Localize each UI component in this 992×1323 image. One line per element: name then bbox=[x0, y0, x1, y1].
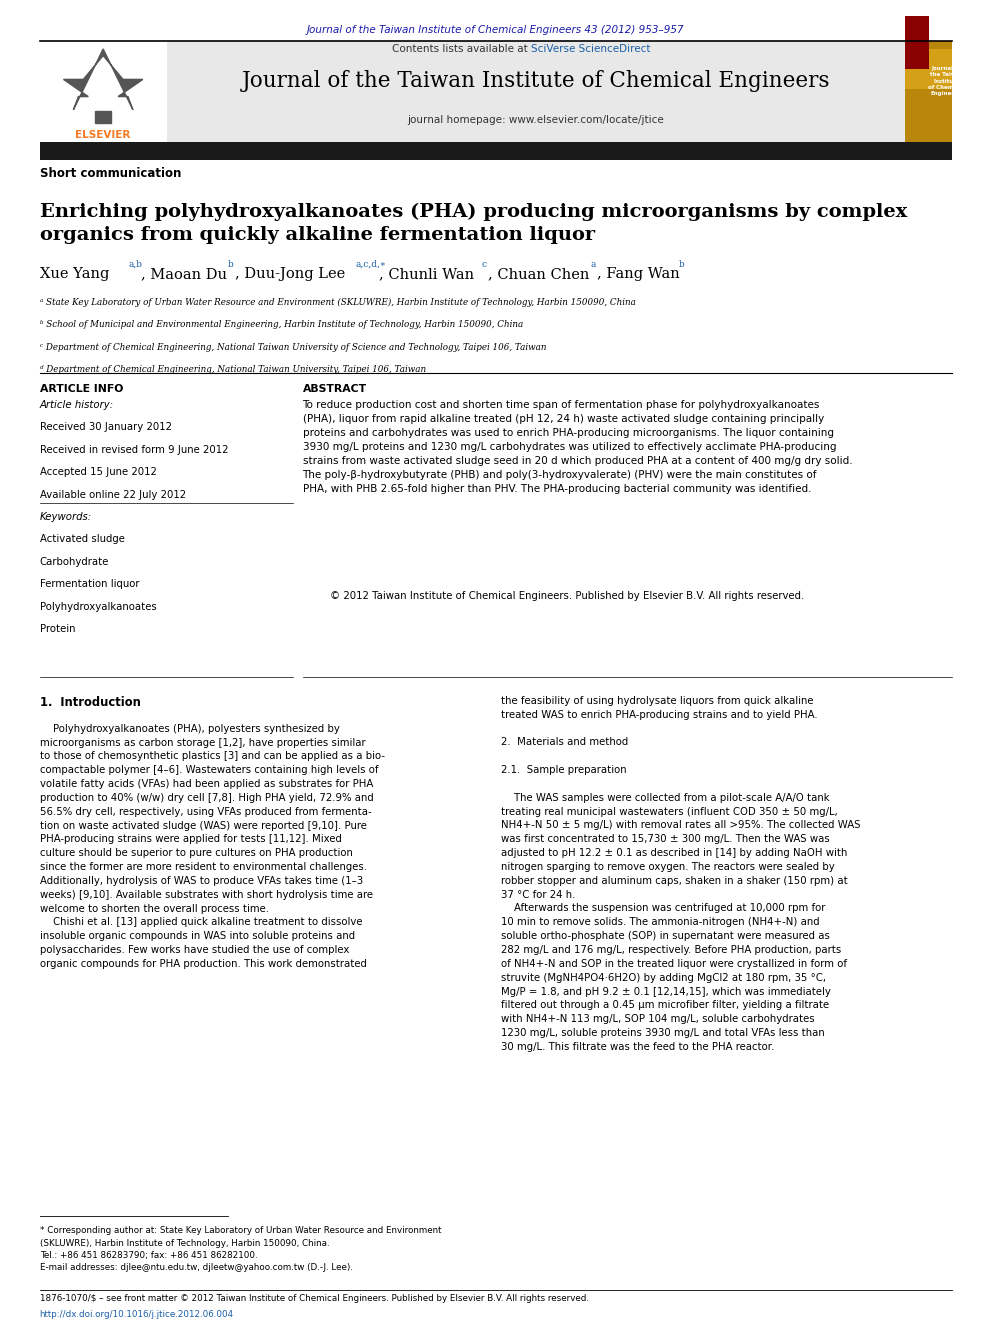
Text: Activated sludge: Activated sludge bbox=[40, 534, 125, 545]
Bar bbox=[905, 49, 952, 89]
Text: http://dx.doi.org/10.1016/j.jtice.2012.06.004: http://dx.doi.org/10.1016/j.jtice.2012.0… bbox=[40, 1310, 234, 1319]
Text: 1.  Introduction: 1. Introduction bbox=[40, 696, 141, 709]
Text: a: a bbox=[590, 261, 595, 269]
Text: , Maoan Du: , Maoan Du bbox=[141, 267, 227, 280]
Text: the feasibility of using hydrolysate liquors from quick alkaline
treated WAS to : the feasibility of using hydrolysate liq… bbox=[501, 696, 860, 1052]
Text: Short communication: Short communication bbox=[40, 167, 182, 180]
Text: b: b bbox=[228, 261, 234, 269]
Text: , Chuan Chen: , Chuan Chen bbox=[488, 267, 589, 280]
Text: To reduce production cost and shorten time span of fermentation phase for polyhy: To reduce production cost and shorten ti… bbox=[303, 400, 852, 493]
Text: ᵇ School of Municipal and Environmental Engineering, Harbin Institute of Technol: ᵇ School of Municipal and Environmental … bbox=[40, 320, 523, 329]
Text: , Fang Wan: , Fang Wan bbox=[597, 267, 680, 280]
Text: Polyhydroxyalkanoates (PHA), polyesters synthesized by
microorganisms as carbon : Polyhydroxyalkanoates (PHA), polyesters … bbox=[40, 724, 385, 968]
Text: Polyhydroxyalkanoates: Polyhydroxyalkanoates bbox=[40, 602, 157, 613]
Text: Received in revised form 9 June 2012: Received in revised form 9 June 2012 bbox=[40, 445, 228, 455]
Text: Journal of
the Taiwan
Institute
of Chemical
Engineers: Journal of the Taiwan Institute of Chemi… bbox=[929, 66, 964, 97]
Text: ᵈ Department of Chemical Engineering, National Taiwan University, Taipei 106, Ta: ᵈ Department of Chemical Engineering, Na… bbox=[40, 365, 426, 374]
Text: ᶜ Department of Chemical Engineering, National Taiwan University of Science and : ᶜ Department of Chemical Engineering, Na… bbox=[40, 343, 547, 352]
Bar bbox=[905, 41, 952, 142]
Text: Journal of the Taiwan Institute of Chemical Engineers: Journal of the Taiwan Institute of Chemi… bbox=[241, 70, 830, 91]
Text: * Corresponding author at: State Key Laboratory of Urban Water Resource and Envi: * Corresponding author at: State Key Lab… bbox=[40, 1226, 441, 1271]
Text: a,b: a,b bbox=[129, 261, 143, 269]
Text: b: b bbox=[679, 261, 684, 269]
Text: Xue Yang: Xue Yang bbox=[40, 267, 109, 280]
Text: Accepted 15 June 2012: Accepted 15 June 2012 bbox=[40, 467, 157, 478]
Bar bbox=[40, 142, 952, 160]
Text: ELSEVIER: ELSEVIER bbox=[75, 130, 131, 140]
Text: © 2012 Taiwan Institute of Chemical Engineers. Published by Elsevier B.V. All ri: © 2012 Taiwan Institute of Chemical Engi… bbox=[330, 591, 805, 602]
Text: ᵃ State Key Laboratory of Urban Water Resource and Environment (SKLUWRE), Harbin: ᵃ State Key Laboratory of Urban Water Re… bbox=[40, 298, 636, 307]
Text: Enriching polyhydroxyalkanoates (PHA) producing microorganisms by complex
organi: Enriching polyhydroxyalkanoates (PHA) pr… bbox=[40, 202, 907, 243]
Text: SciVerse ScienceDirect: SciVerse ScienceDirect bbox=[531, 44, 650, 54]
Bar bbox=[40, 41, 167, 142]
Bar bbox=[905, 16, 929, 69]
Bar bbox=[40, 41, 952, 142]
Text: Contents lists available at: Contents lists available at bbox=[392, 44, 531, 54]
Text: , Chunli Wan: , Chunli Wan bbox=[379, 267, 474, 280]
Text: Available online 22 July 2012: Available online 22 July 2012 bbox=[40, 490, 186, 500]
Text: c: c bbox=[481, 261, 486, 269]
Text: Article history:: Article history: bbox=[40, 400, 114, 410]
Text: ARTICLE INFO: ARTICLE INFO bbox=[40, 384, 123, 394]
Text: Received 30 January 2012: Received 30 January 2012 bbox=[40, 422, 172, 433]
Text: a,c,d,∗: a,c,d,∗ bbox=[355, 261, 386, 269]
Text: 1876-1070/$ – see front matter © 2012 Taiwan Institute of Chemical Engineers. Pu: 1876-1070/$ – see front matter © 2012 Ta… bbox=[40, 1294, 588, 1303]
Polygon shape bbox=[95, 111, 111, 123]
Text: Journal of the Taiwan Institute of Chemical Engineers 43 (2012) 953–957: Journal of the Taiwan Institute of Chemi… bbox=[308, 25, 684, 36]
Text: Protein: Protein bbox=[40, 624, 75, 635]
Text: journal homepage: www.elsevier.com/locate/jtice: journal homepage: www.elsevier.com/locat… bbox=[408, 115, 664, 126]
Text: Carbohydrate: Carbohydrate bbox=[40, 557, 109, 568]
Text: Keywords:: Keywords: bbox=[40, 512, 92, 523]
Polygon shape bbox=[63, 49, 143, 110]
Text: ABSTRACT: ABSTRACT bbox=[303, 384, 367, 394]
Text: , Duu-Jong Lee: , Duu-Jong Lee bbox=[235, 267, 345, 280]
Text: Fermentation liquor: Fermentation liquor bbox=[40, 579, 139, 590]
